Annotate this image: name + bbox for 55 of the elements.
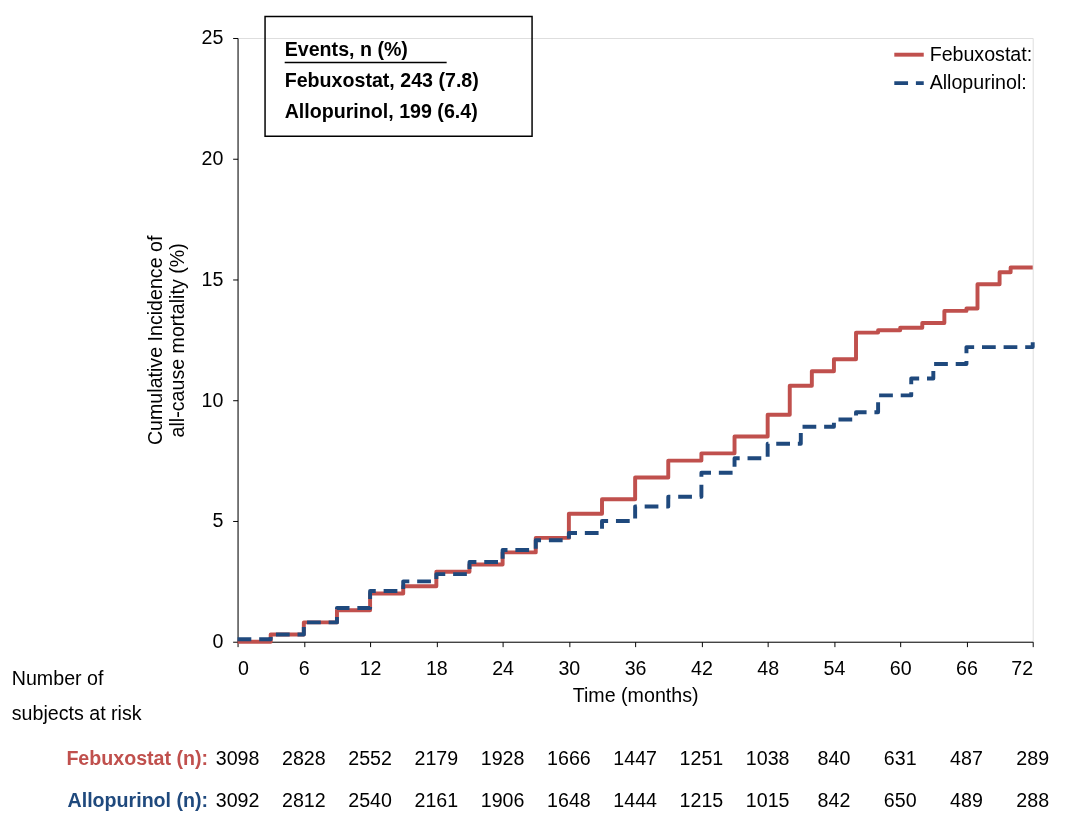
x-tick-label: 36 — [624, 656, 647, 679]
text: 1038 — [745, 747, 790, 770]
text: 2828 — [281, 747, 326, 770]
x-tick-label: 42 — [690, 656, 713, 679]
x-axis-title: Time (months) — [572, 684, 699, 707]
text: 3098 — [215, 747, 260, 770]
x-tick-label: 72 — [1011, 656, 1034, 679]
text: 2552 — [348, 747, 392, 770]
text: 3092 — [215, 788, 260, 811]
text: Number of subjects at risk — [11, 666, 142, 725]
text: 1928 — [480, 747, 525, 770]
text: 1215 — [679, 788, 724, 811]
y-axis-title: Cumulative Incidence of all-cause mortality (%) — [144, 235, 188, 446]
text: 1015 — [745, 788, 790, 811]
text: 1447 — [613, 747, 657, 770]
x-tick-label: 30 — [558, 656, 581, 679]
y-tick-label: 20 — [201, 147, 224, 170]
x-tick-label: 54 — [823, 656, 846, 679]
text: 840 — [817, 747, 851, 770]
text: 289 — [1016, 747, 1050, 770]
text: 489 — [950, 788, 983, 811]
text: 1251 — [679, 747, 724, 770]
text: 842 — [817, 788, 851, 811]
x-tick-label: 66 — [956, 656, 978, 679]
text: 1648 — [547, 788, 591, 811]
legend-label: Febuxostat: — [929, 42, 1033, 65]
text: 2179 — [414, 747, 459, 770]
x-tick-label: 12 — [359, 656, 382, 679]
annotation: Events, n (%) — [284, 37, 408, 60]
y-tick-label: 25 — [201, 26, 224, 49]
y-tick-label: 5 — [212, 509, 224, 532]
text: 1444 — [613, 788, 658, 811]
text: 2161 — [414, 788, 459, 811]
text: 1906 — [480, 788, 525, 811]
text: 650 — [883, 788, 917, 811]
x-tick-label: 24 — [492, 656, 515, 679]
annotation: Febuxostat, 243 (7.8) — [284, 69, 479, 92]
text: 1666 — [547, 747, 591, 770]
y-tick-label: 15 — [201, 267, 224, 290]
text: 2812 — [281, 788, 326, 811]
annotation: Allopurinol, 199 (6.4) — [284, 100, 478, 123]
x-tick-label: 18 — [425, 656, 448, 679]
legend-label: Allopurinol: — [929, 71, 1027, 94]
x-tick-label: 0 — [238, 656, 250, 679]
text: 631 — [883, 747, 917, 770]
text: 288 — [1016, 788, 1050, 811]
y-tick-label: 0 — [212, 630, 224, 653]
text: Allopurinol (n): — [67, 788, 209, 811]
text: 487 — [950, 747, 983, 770]
text: Febuxostat (n): — [66, 747, 209, 770]
x-tick-label: 60 — [889, 656, 912, 679]
x-tick-label: 48 — [757, 656, 780, 679]
text: 2540 — [348, 788, 392, 811]
x-tick-label: 6 — [298, 656, 310, 679]
y-tick-label: 10 — [201, 388, 224, 411]
